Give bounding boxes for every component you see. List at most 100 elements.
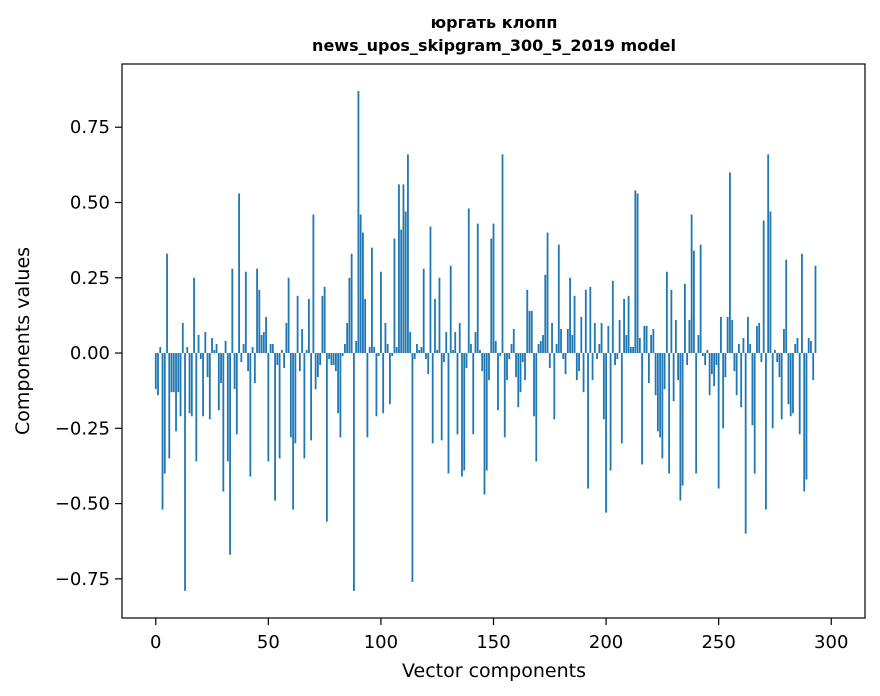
bar bbox=[447, 353, 450, 474]
bar bbox=[690, 214, 693, 354]
bar bbox=[307, 298, 310, 354]
bar bbox=[726, 316, 729, 354]
bar bbox=[328, 353, 331, 360]
bar bbox=[805, 353, 808, 480]
bar bbox=[780, 353, 783, 420]
bar bbox=[294, 353, 297, 444]
bar bbox=[814, 265, 817, 354]
bar bbox=[278, 353, 281, 459]
bar bbox=[346, 322, 349, 354]
bar bbox=[208, 353, 211, 420]
bar bbox=[569, 277, 571, 354]
bar bbox=[420, 347, 423, 354]
bar bbox=[605, 353, 607, 513]
y-tick-label: 0.00 bbox=[70, 343, 110, 364]
bar bbox=[271, 344, 274, 354]
bar bbox=[353, 353, 355, 591]
bar bbox=[461, 353, 463, 477]
bar bbox=[582, 353, 585, 393]
bar bbox=[762, 220, 765, 354]
bar bbox=[656, 353, 659, 432]
bar bbox=[506, 353, 508, 381]
bar bbox=[283, 353, 286, 369]
bar bbox=[443, 353, 445, 363]
bar bbox=[409, 331, 412, 354]
bar bbox=[316, 353, 319, 378]
bar bbox=[771, 353, 774, 429]
bar bbox=[490, 238, 493, 354]
bar bbox=[571, 334, 574, 354]
bar bbox=[330, 353, 333, 366]
bar bbox=[175, 353, 177, 432]
bar bbox=[672, 353, 675, 402]
bar bbox=[596, 353, 598, 360]
bar bbox=[386, 344, 389, 354]
bar bbox=[515, 353, 517, 378]
bar bbox=[265, 316, 267, 354]
bar bbox=[321, 295, 324, 354]
bar bbox=[584, 289, 587, 354]
bar bbox=[668, 353, 671, 474]
bar bbox=[542, 334, 544, 354]
x-axis-ticks: 0 50 100 150 200 250 300 bbox=[150, 618, 848, 653]
bar bbox=[731, 319, 734, 354]
bar bbox=[154, 353, 157, 390]
bar bbox=[485, 353, 488, 471]
bar bbox=[706, 350, 709, 354]
bar bbox=[163, 353, 166, 474]
bar bbox=[512, 328, 515, 354]
bar bbox=[206, 353, 209, 378]
bar bbox=[717, 353, 720, 489]
bar bbox=[168, 353, 171, 459]
bar bbox=[422, 268, 425, 354]
bar bbox=[276, 353, 279, 366]
bar bbox=[476, 223, 479, 354]
bar bbox=[765, 353, 767, 510]
bar bbox=[548, 353, 551, 369]
bar bbox=[262, 331, 265, 354]
bar bbox=[578, 353, 580, 372]
bar bbox=[616, 353, 619, 360]
bar bbox=[244, 271, 247, 354]
bar bbox=[373, 347, 376, 354]
bar bbox=[375, 353, 378, 417]
bar bbox=[301, 328, 304, 354]
bar bbox=[526, 289, 529, 354]
bar bbox=[303, 353, 306, 459]
bar bbox=[647, 353, 650, 384]
bar bbox=[562, 353, 565, 360]
bar bbox=[186, 347, 189, 354]
bar bbox=[337, 353, 340, 414]
bar bbox=[528, 310, 531, 354]
bar bbox=[659, 353, 662, 438]
bar bbox=[159, 347, 162, 354]
bar bbox=[323, 286, 326, 354]
bar bbox=[391, 353, 394, 357]
bar bbox=[166, 253, 168, 354]
bars-group bbox=[154, 91, 817, 591]
bar bbox=[792, 353, 794, 414]
bar bbox=[289, 353, 292, 438]
bar bbox=[298, 353, 301, 372]
bar bbox=[715, 353, 718, 366]
bar bbox=[240, 353, 243, 363]
bar bbox=[722, 353, 725, 429]
bar bbox=[681, 353, 684, 486]
bar bbox=[325, 353, 328, 522]
bar bbox=[677, 353, 680, 381]
x-tick-label: 300 bbox=[814, 632, 848, 653]
bar bbox=[629, 347, 632, 354]
bar bbox=[575, 353, 578, 381]
bar bbox=[510, 344, 513, 354]
bar bbox=[785, 259, 788, 354]
bar bbox=[224, 341, 227, 354]
bar bbox=[454, 331, 457, 354]
bar bbox=[449, 265, 452, 354]
chart-subtitle: news_upos_skipgram_300_5_2019 model bbox=[312, 36, 676, 55]
bar bbox=[600, 322, 603, 354]
bar bbox=[434, 298, 436, 354]
bar bbox=[431, 353, 434, 444]
bar bbox=[368, 347, 371, 354]
bar bbox=[474, 331, 477, 354]
